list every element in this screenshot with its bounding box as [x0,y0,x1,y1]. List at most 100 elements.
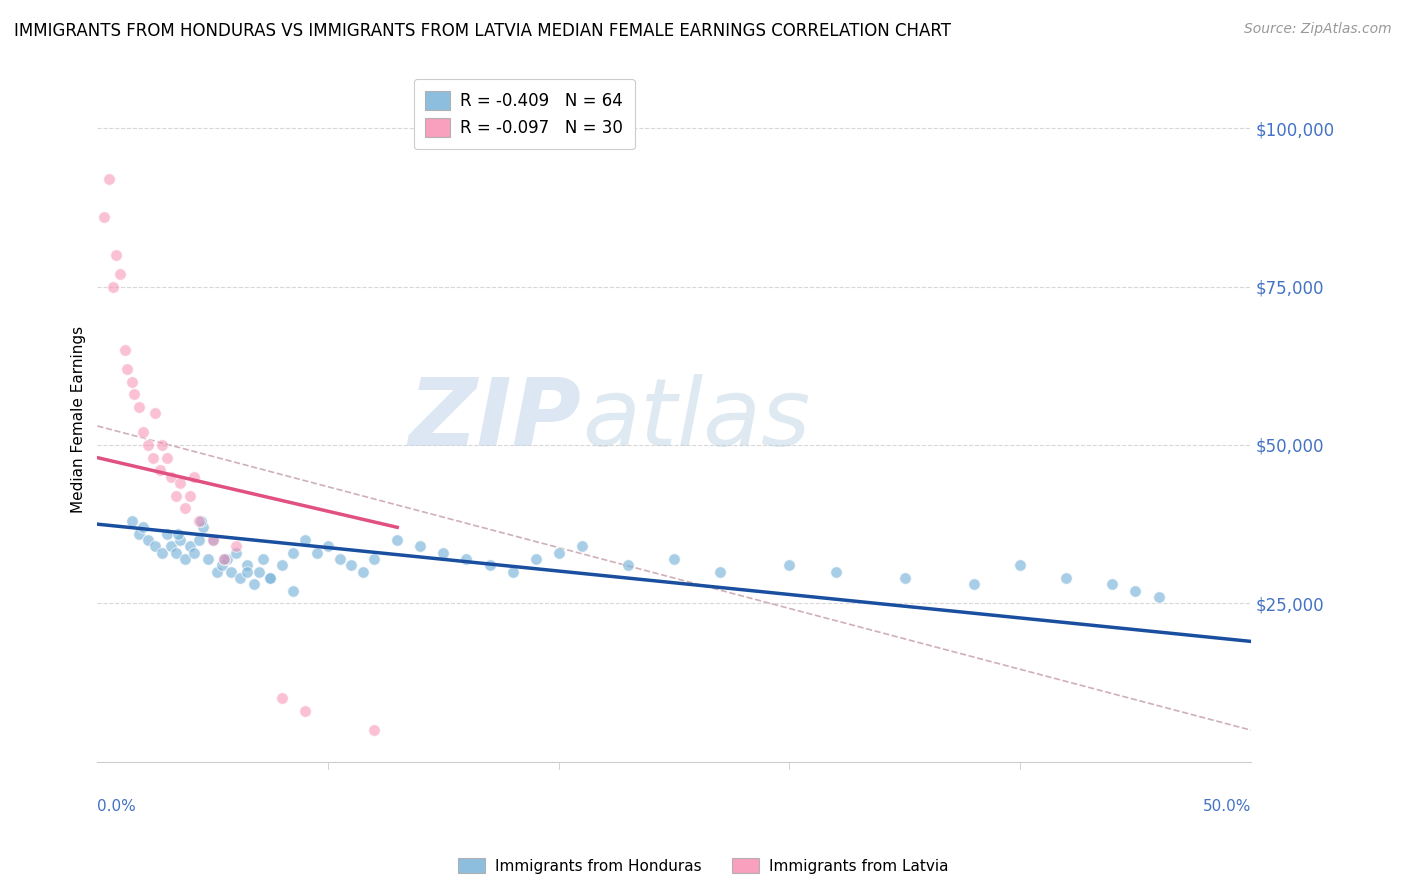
Point [502,565,524,579]
Point [93,210,115,224]
Point [305,546,328,560]
Point [547,546,569,560]
Point [219,565,242,579]
Point [136,438,159,452]
Point [352,565,374,579]
Point [190,514,212,528]
Point [363,552,385,566]
Legend: Immigrants from Honduras, Immigrants from Latvia: Immigrants from Honduras, Immigrants fro… [451,852,955,880]
Point [155,450,177,465]
Y-axis label: Median Female Earnings: Median Female Earnings [72,326,86,513]
Point [121,375,143,389]
Text: 0.0%: 0.0% [97,799,136,814]
Point [893,571,915,585]
Point [183,469,205,483]
Point [110,267,132,281]
Point [1054,571,1077,585]
Point [136,533,159,547]
Point [409,539,432,553]
Legend: R = -0.409   N = 64, R = -0.097   N = 30: R = -0.409 N = 64, R = -0.097 N = 30 [413,78,634,149]
Point [316,539,339,553]
Point [179,539,201,553]
Point [617,558,640,573]
Text: ZIP: ZIP [409,374,582,466]
Point [197,552,219,566]
Point [207,565,229,579]
Point [329,552,352,566]
Point [103,279,125,293]
Point [128,526,150,541]
Point [165,489,187,503]
Point [121,514,143,528]
Point [211,558,233,573]
Point [571,539,593,553]
Point [174,501,197,516]
Point [662,552,685,566]
Point [524,552,547,566]
Point [1125,583,1147,598]
Text: atlas: atlas [582,374,810,465]
Point [114,343,136,357]
Point [456,552,478,566]
Point [193,520,215,534]
Point [179,489,201,503]
Point [104,248,127,262]
Point [1101,577,1123,591]
Point [283,546,305,560]
Point [229,571,252,585]
Point [160,539,183,553]
Point [132,425,155,440]
Point [778,558,800,573]
Point [243,577,266,591]
Point [155,526,177,541]
Point [270,691,292,706]
Point [143,406,166,420]
Point [143,539,166,553]
Point [259,571,281,585]
Point [150,546,173,560]
Point [212,552,235,566]
Point [340,558,363,573]
Text: Source: ZipAtlas.com: Source: ZipAtlas.com [1244,22,1392,37]
Point [174,552,197,566]
Text: IMMIGRANTS FROM HONDURAS VS IMMIGRANTS FROM LATVIA MEDIAN FEMALE EARNINGS CORREL: IMMIGRANTS FROM HONDURAS VS IMMIGRANTS F… [14,22,950,40]
Point [97,171,120,186]
Point [128,400,150,414]
Point [294,533,316,547]
Point [201,533,224,547]
Point [478,558,501,573]
Point [824,565,846,579]
Point [169,533,191,547]
Point [294,704,316,718]
Point [187,533,209,547]
Point [215,552,238,566]
Point [169,475,191,490]
Point [117,362,139,376]
Point [1010,558,1032,573]
Point [142,450,165,465]
Point [247,565,270,579]
Point [709,565,731,579]
Point [122,387,145,401]
Point [283,583,305,598]
Point [167,526,190,541]
Point [363,723,385,737]
Point [236,565,259,579]
Text: 50.0%: 50.0% [1202,799,1251,814]
Point [270,558,292,573]
Point [165,546,187,560]
Point [212,552,235,566]
Point [252,552,274,566]
Point [387,533,409,547]
Point [149,463,172,477]
Point [236,558,259,573]
Point [225,546,247,560]
Point [963,577,986,591]
Point [201,533,224,547]
Point [259,571,281,585]
Point [1147,590,1170,604]
Point [150,438,173,452]
Point [187,514,209,528]
Point [432,546,454,560]
Point [183,546,205,560]
